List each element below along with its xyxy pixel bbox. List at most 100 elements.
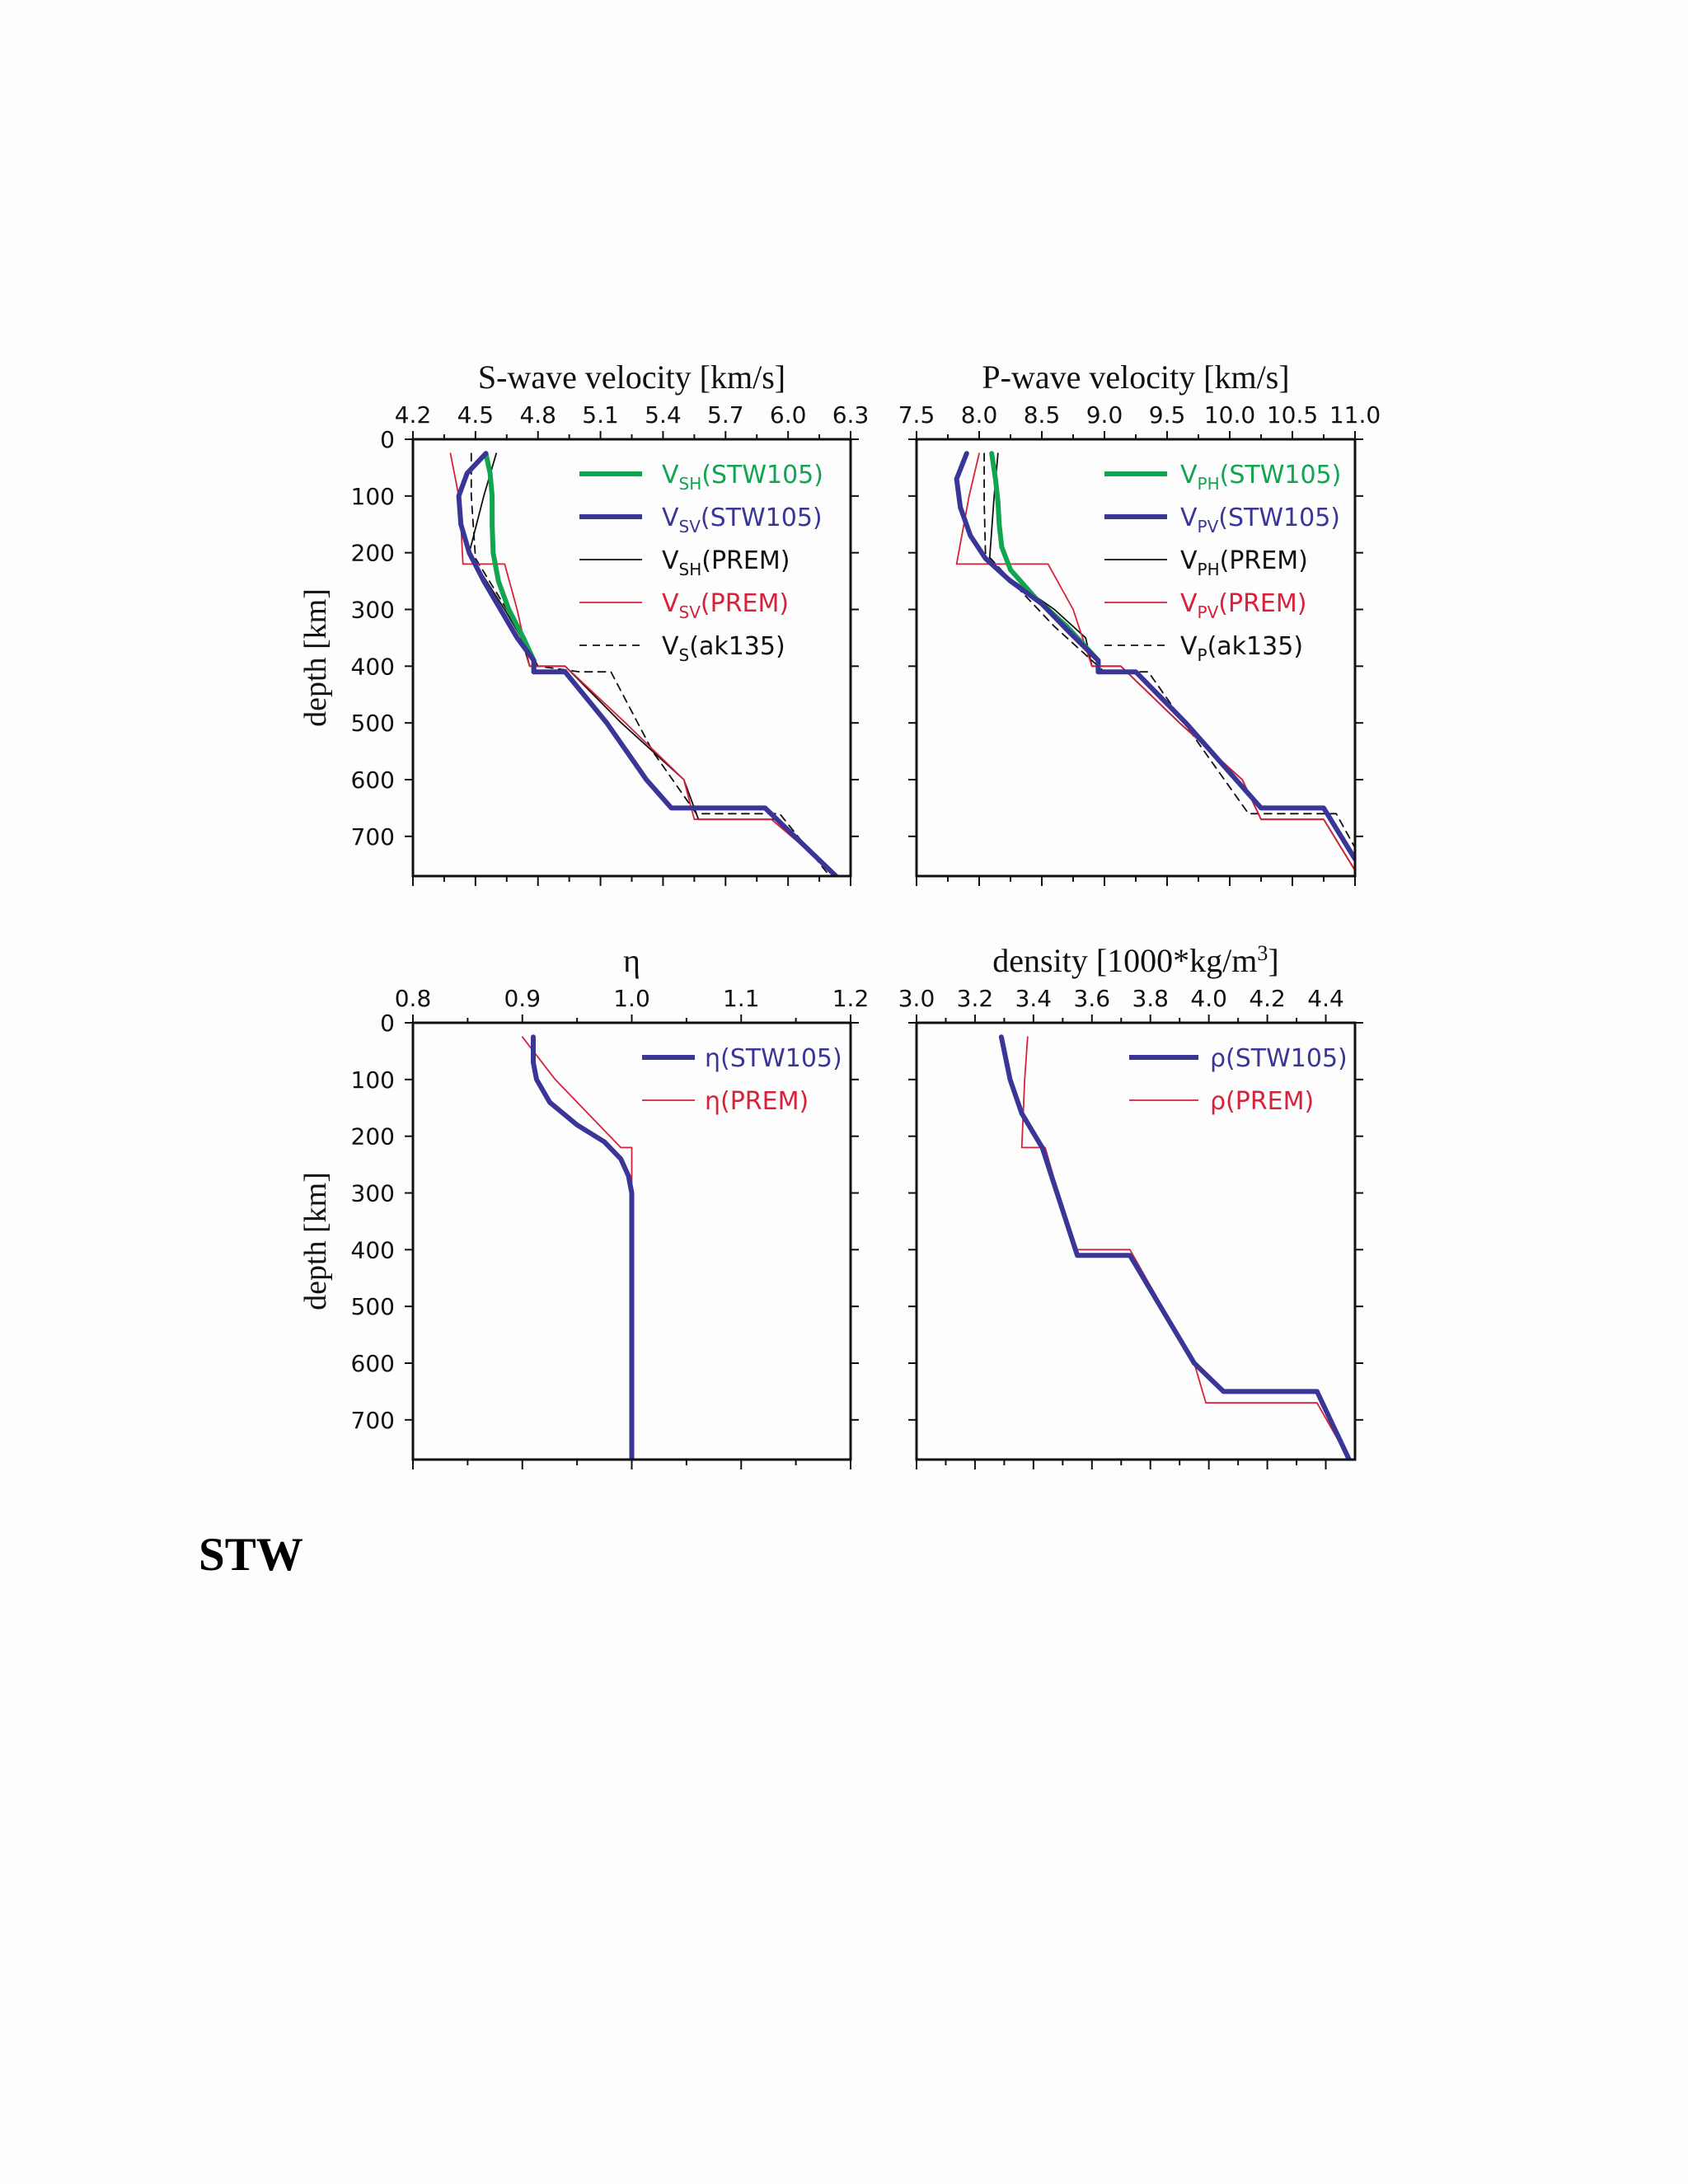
legend-v: V — [662, 461, 679, 490]
y-tick-label: 600 — [351, 766, 395, 794]
series-line — [483, 451, 537, 675]
legend-suffix: (STW105) — [720, 1044, 842, 1073]
legend-label: η(PREM) — [705, 1087, 809, 1116]
y-tick-label: 300 — [351, 596, 395, 623]
x-tick-label: 5.7 — [707, 401, 744, 429]
x-tick-label: 1.1 — [723, 985, 760, 1012]
y-axis-label: depth [km] — [298, 1172, 333, 1310]
panel-s: S-wave velocity [km/s] 4.2 4.5 4.8 5.1 5.4 5.7… — [298, 359, 869, 886]
legend-label: VSH(PREM) — [662, 546, 790, 579]
legend-v: V — [1180, 504, 1198, 532]
legend-v: V — [662, 504, 679, 532]
legend-subscript: S — [679, 645, 690, 665]
x-tick-label: 4.4 — [1307, 985, 1344, 1012]
legend-subscript: PH — [1198, 560, 1220, 579]
panel-rho: density [1000*kg/m3] 3.0 3.2 3.4 3.6 3.8 4.0 4.… — [898, 941, 1363, 1469]
y-tick-label: 100 — [351, 1066, 395, 1094]
legend-suffix: (STW105) — [701, 461, 823, 490]
legend-symbol: ρ — [1210, 1044, 1226, 1073]
legend-symbol: η — [705, 1087, 720, 1116]
x-tick-label: 3.6 — [1074, 985, 1111, 1012]
series-line — [955, 452, 1355, 871]
y-tick-label: 500 — [351, 710, 395, 737]
plot-frame — [411, 438, 852, 878]
title-superscript: 3 — [1257, 941, 1268, 965]
legend-label: ρ(STW105) — [1210, 1044, 1348, 1073]
document-heading: STW — [199, 1529, 303, 1581]
legend-suffix: (PREM) — [1226, 1087, 1314, 1116]
legend-suffix: (PREM) — [1220, 546, 1308, 575]
y-tick-label: 0 — [380, 426, 395, 453]
legend-label: VPV(STW105) — [1180, 504, 1340, 537]
y-tick-label: 500 — [351, 1293, 395, 1320]
legend-suffix: (ak135) — [689, 632, 785, 661]
legend-label: ρ(PREM) — [1210, 1087, 1314, 1116]
legend-symbol: η — [705, 1044, 720, 1073]
legend-subscript: SH — [679, 560, 702, 579]
x-tick-label: 4.0 — [1190, 985, 1227, 1012]
x-tick-label: 6.3 — [832, 401, 870, 429]
x-tick-label: 6.0 — [770, 401, 807, 429]
x-tick-label: 9.0 — [1086, 401, 1123, 429]
x-tick-label: 8.5 — [1024, 401, 1061, 429]
panel-eta: η 0.8 0.9 1.0 1.1 1.2 0 100 200 300 400 500 600 700 de… — [298, 942, 869, 1469]
legend-subscript: PV — [1198, 517, 1219, 537]
title-end: ] — [1268, 942, 1278, 979]
legend-suffix: (PREM) — [701, 546, 790, 575]
x-tick-label: 5.1 — [582, 401, 619, 429]
y-tick-label: 100 — [351, 483, 395, 510]
panel-p: P-wave velocity [km/s] 7.5 8.0 8.5 9.0 9.5 10.… — [898, 359, 1381, 886]
legend-v: V — [662, 589, 679, 618]
legend-subscript: SV — [679, 602, 701, 622]
series-line — [998, 1034, 1352, 1460]
y-tick-label: 0 — [380, 1010, 395, 1037]
x-tick-label: 3.0 — [898, 985, 935, 1012]
legend-label: VS(ak135) — [662, 632, 785, 665]
legend-v: V — [1180, 632, 1198, 661]
x-tick-label: 10.5 — [1267, 401, 1318, 429]
y-tick-label: 700 — [351, 823, 395, 851]
legend-subscript: P — [1198, 645, 1207, 665]
y-tick-label: 200 — [351, 1123, 395, 1151]
legend-subscript: SV — [679, 517, 701, 537]
panel-title: S-wave velocity [km/s] — [478, 359, 785, 396]
legend-v: V — [1180, 589, 1198, 618]
legend-label: VSH(STW105) — [662, 461, 823, 494]
legend-suffix: (PREM) — [1218, 589, 1306, 618]
legend-v: V — [662, 632, 679, 661]
series-line — [954, 451, 1355, 862]
legend-label: VSV(STW105) — [662, 504, 823, 537]
legend-label: VPV(PREM) — [1180, 589, 1306, 622]
legend-label: VP(ak135) — [1180, 632, 1303, 665]
series-line — [470, 452, 831, 876]
series-line — [456, 451, 839, 876]
x-tick-label: 3.8 — [1132, 985, 1169, 1012]
y-tick-label: 700 — [351, 1407, 395, 1434]
x-tick-label: 0.9 — [504, 985, 541, 1012]
x-tick-label: 4.8 — [519, 401, 556, 429]
series-line — [531, 1034, 635, 1460]
legend-label: VSV(PREM) — [662, 589, 789, 622]
legend-v: V — [662, 546, 679, 575]
legend-label: VPH(STW105) — [1180, 461, 1341, 494]
panel-title: η — [623, 942, 640, 979]
plot-frame — [411, 1021, 852, 1461]
y-tick-label: 300 — [351, 1179, 395, 1207]
panel-title: density [1000*kg/m3] — [992, 941, 1278, 980]
legend-symbol: ρ — [1210, 1087, 1226, 1116]
y-tick-label: 400 — [351, 1236, 395, 1263]
title-text: density [1000*kg/m — [992, 942, 1257, 979]
legend-suffix: (ak135) — [1207, 632, 1303, 661]
series-line — [521, 1036, 633, 1460]
y-tick-label: 400 — [351, 653, 395, 680]
plot-frame — [915, 438, 1357, 878]
x-tick-label: 1.0 — [613, 985, 650, 1012]
x-tick-label: 11.0 — [1329, 401, 1381, 429]
legend-v: V — [1180, 461, 1198, 490]
y-axis-label: depth [km] — [298, 588, 333, 727]
plot-frame — [915, 1021, 1357, 1461]
legend-suffix: (PREM) — [701, 589, 789, 618]
legend-suffix: (PREM) — [720, 1087, 809, 1116]
y-tick-label: 600 — [351, 1350, 395, 1377]
y-tick-label: 200 — [351, 540, 395, 567]
